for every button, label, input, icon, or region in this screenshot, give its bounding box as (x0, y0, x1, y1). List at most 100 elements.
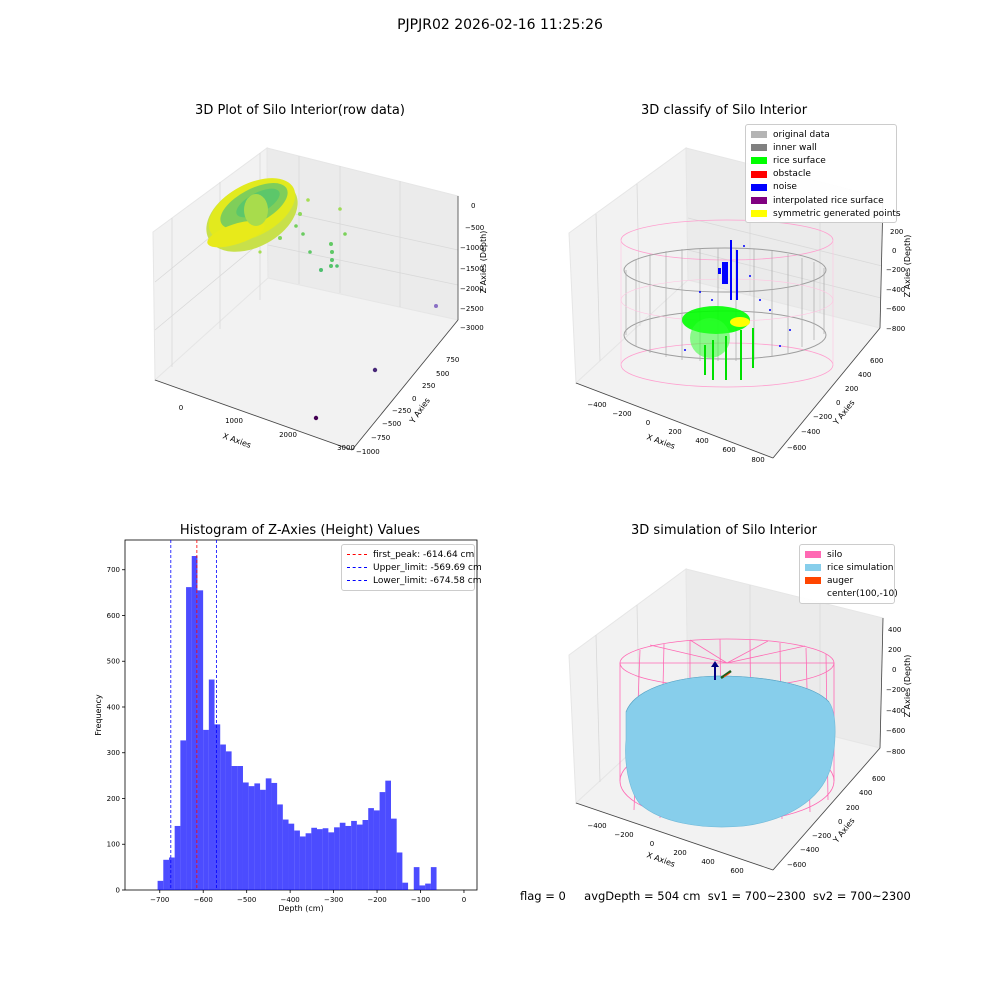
panel2-y-tick-4: −200 (813, 413, 832, 421)
histogram-x-tick-label: −600 (194, 896, 213, 904)
histogram-bar (225, 751, 232, 890)
panel1-z-tick-1: −500 (465, 224, 484, 232)
panel1-y-tick-5: −500 (382, 420, 401, 428)
histogram-bar (157, 880, 164, 890)
histogram-bar (231, 766, 238, 890)
panel2-z-tick-5: −800 (886, 325, 905, 333)
panel1-rice-ring (206, 178, 298, 252)
status-avg-depth: avgDepth = 504 cm (584, 889, 701, 903)
panel4-z-tick-4: −400 (886, 707, 905, 715)
panel2-classified-points (682, 240, 791, 380)
legend-label: silo (827, 549, 843, 560)
histogram-x-ticks: −700 −600 −500 −400 −300 −200 −100 0 (150, 890, 466, 904)
legend-swatch (751, 144, 767, 152)
histogram-bar (214, 724, 221, 890)
histogram-bar (294, 830, 300, 890)
panel4-x-tick-4: 400 (701, 858, 714, 866)
legend-label: Lower_limit: -674.58 cm (373, 575, 482, 586)
panel1-x-tick-2: 2000 (279, 431, 297, 439)
panel2-x-tick-3: 200 (668, 428, 681, 436)
histogram-y-tick-label: 300 (107, 749, 120, 757)
panel3-title: Histogram of Z-Axies (Height) Values (179, 523, 421, 538)
histogram-bar (277, 804, 283, 890)
panel2-z-tick-3: −400 (886, 286, 905, 294)
panel1-x-label: X Axies (221, 431, 252, 450)
histogram-x-label: Depth (cm) (278, 904, 323, 913)
panel1-y-tick-2: 250 (422, 382, 435, 390)
legend-item-upper-limit: Upper_limit: -569.69 cm (347, 561, 482, 574)
panel4-x-tick-5: 600 (730, 867, 743, 875)
legend-item-interpolated-rice-surface: interpolated rice surface (751, 194, 891, 207)
histogram-bar (339, 822, 346, 890)
histogram-bar (197, 590, 204, 890)
panel2-y-tick-0: 600 (870, 357, 883, 365)
legend-item-silo: silo (805, 548, 889, 561)
histogram-bar (220, 744, 226, 890)
histogram-bar (248, 786, 255, 890)
legend-swatch (805, 564, 821, 572)
histogram-bar (237, 766, 243, 890)
legend-item-lower-limit: Lower_limit: -674.58 cm (347, 574, 481, 587)
legend-label: inner wall (773, 142, 817, 153)
panel2-y-tick-6: −600 (787, 444, 806, 452)
panel4-z-tick-3: −200 (886, 686, 905, 694)
panel4-x-tick-0: −400 (587, 822, 606, 830)
histogram-bar (351, 820, 357, 890)
legend-item-noise: noise (751, 181, 891, 194)
histogram-bar (362, 820, 369, 890)
legend-swatch (805, 551, 821, 559)
legend-label: symmetric generated points (773, 208, 901, 219)
panel2-legend: original data inner wall rice surface ob… (745, 124, 901, 224)
histogram-bar (345, 825, 352, 890)
legend-label: original data (773, 129, 830, 140)
figure-title: PJPJR02 2026-02-16 11:25:26 (397, 17, 603, 33)
histogram-plot: −700 −600 −500 −400 −300 −200 −100 0 0 100 200 300… (94, 539, 478, 913)
panel2-x-tick-4: 400 (695, 437, 708, 445)
panel1-z-tick-6: −3000 (460, 324, 484, 332)
histogram-bar (373, 810, 380, 890)
histogram-reference-lines (170, 540, 217, 890)
histogram-y-tick-label: 200 (107, 795, 120, 803)
histogram-bar (316, 829, 323, 890)
legend-swatch (805, 591, 821, 598)
legend-swatch (751, 183, 767, 191)
histogram-y-tick-label: 500 (107, 658, 120, 666)
panel1-y-tick-7: −1000 (356, 448, 380, 456)
histogram-x-tick-label: −700 (150, 896, 169, 904)
panel4-z-tick-5: −600 (886, 727, 905, 735)
histogram-bar (396, 852, 403, 890)
panel4-y-tick-2: 200 (846, 804, 859, 812)
histogram-bar (305, 833, 312, 890)
panel2-x-tick-2: 0 (646, 419, 650, 427)
legend-swatch (805, 577, 821, 585)
histogram-bar (334, 827, 340, 890)
legend-label: interpolated rice surface (773, 195, 884, 206)
panel1-y-tick-6: −750 (371, 434, 390, 442)
panel4-title: 3D simulation of Silo Interior (631, 523, 817, 538)
panel2-y-tick-3: 0 (836, 399, 840, 407)
histogram-bar (311, 827, 317, 890)
legend-item-inner-wall: inner wall (751, 141, 891, 154)
panel4-z-tick-0: 400 (888, 626, 901, 634)
histogram-legend: first_peak: -614.64 cm Upper_limit: -569… (341, 544, 482, 591)
histogram-bar (208, 679, 215, 890)
panel2-y-tick-5: −400 (801, 428, 820, 436)
legend-label: auger (827, 575, 854, 586)
legend-label: obstacle (773, 169, 811, 180)
legend-swatch (751, 131, 767, 139)
histogram-bar (288, 823, 295, 890)
histogram-y-ticks: 0 100 200 300 400 500 600 700 (107, 566, 125, 895)
histogram-y-tick-label: 400 (107, 703, 120, 711)
panel4-rice-surface (625, 675, 836, 828)
histogram-bar (174, 825, 181, 890)
histogram-bar (368, 808, 374, 890)
histogram-bar (282, 819, 289, 890)
panel1-axes-box (152, 147, 459, 451)
panel1-y-tick-3: 0 (412, 395, 416, 403)
panel4-legend: silo rice simulation auger center(100,-1… (799, 544, 898, 604)
legend-label: Upper_limit: -569.69 cm (373, 562, 482, 573)
panel4-x-label: X Axies (645, 850, 676, 869)
histogram-y-tick-label: 600 (107, 612, 120, 620)
histogram-bar (271, 782, 278, 890)
